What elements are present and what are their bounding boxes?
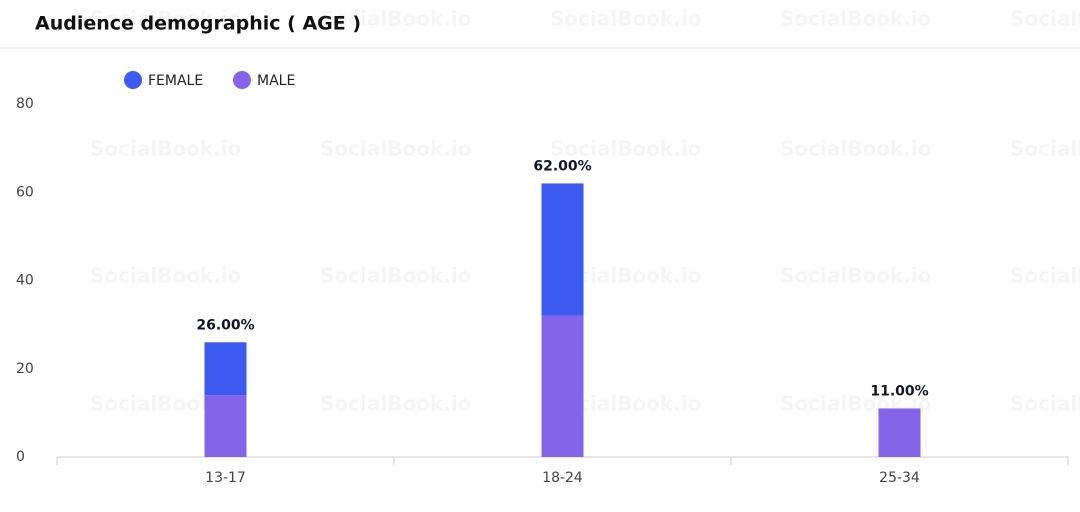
legend-label: FEMALE: [148, 73, 203, 89]
watermark: SocialBook.io: [1010, 7, 1080, 31]
y-tick-label: 80: [16, 96, 34, 112]
watermark: SocialBook.io: [550, 137, 701, 161]
x-tick-label: 13-17: [205, 470, 246, 486]
bar-segment: [204, 395, 247, 457]
watermark: SocialBook.io: [320, 264, 471, 288]
y-tick-label: 60: [16, 184, 34, 200]
watermark: SocialBook.io: [90, 264, 241, 288]
bar-segment: [204, 342, 247, 396]
watermark: SocialBook.io: [320, 137, 471, 161]
watermark: SocialBook.io: [1010, 392, 1080, 416]
legend-label: MALE: [257, 73, 295, 89]
legend-swatch: [124, 71, 142, 89]
x-tick-label: 18-24: [542, 470, 583, 486]
y-tick-label: 0: [16, 449, 25, 465]
watermark: SocialBook.io: [1010, 137, 1080, 161]
watermark: SocialBook.io: [780, 7, 931, 31]
total-label: 62.00%: [533, 158, 591, 174]
total-label: 11.00%: [870, 383, 928, 399]
watermark: SocialBook.io: [1010, 264, 1080, 288]
watermark: SocialBook.io: [320, 392, 471, 416]
watermark: SocialBook.io: [550, 7, 701, 31]
legend-swatch: [233, 71, 251, 89]
x-tick-label: 25-34: [879, 470, 920, 486]
y-tick-label: 20: [16, 361, 34, 377]
bar-segment: [541, 183, 584, 316]
y-tick-label: 40: [16, 273, 34, 289]
chart-title: Audience demographic ( AGE ): [35, 13, 361, 35]
total-label: 26.00%: [196, 317, 254, 333]
watermark: SocialBook.io: [780, 264, 931, 288]
bar-segment: [541, 315, 584, 457]
watermark: SocialBook.io: [780, 137, 931, 161]
watermark: SocialBook.io: [90, 137, 241, 161]
bar-segment: [878, 408, 921, 457]
